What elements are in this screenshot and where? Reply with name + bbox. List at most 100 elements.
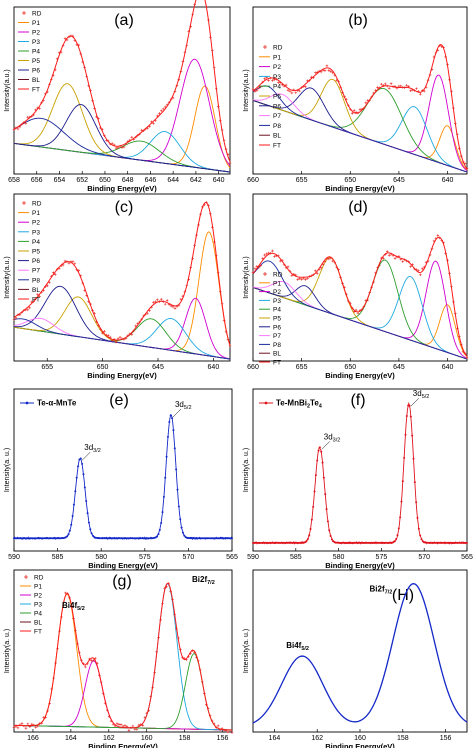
series-point	[165, 455, 168, 458]
raw-data-point	[32, 113, 35, 117]
raw-data-point	[294, 91, 298, 95]
raw-data-point	[101, 331, 104, 335]
raw-data-point	[216, 105, 220, 108]
raw-data-point	[335, 265, 338, 269]
raw-data-point	[319, 266, 323, 270]
peak-bl2	[13, 117, 231, 173]
raw-data-point	[317, 69, 321, 73]
raw-data-point	[187, 30, 191, 33]
series-point	[400, 500, 403, 503]
raw-data-point	[64, 591, 67, 595]
raw-data-point	[407, 260, 410, 264]
raw-data-point	[284, 83, 288, 87]
series-point	[172, 429, 175, 432]
raw-data-point	[350, 306, 354, 310]
raw-data-point	[118, 335, 122, 339]
peak-p3	[13, 583, 233, 731]
fit-total-line	[13, 201, 231, 346]
legend-label: P1	[34, 584, 42, 591]
peak-p6	[13, 104, 231, 173]
raw-data-point	[83, 289, 86, 292]
legend-marker	[25, 401, 29, 405]
raw-data-point	[205, 200, 208, 204]
raw-data-point	[275, 77, 278, 81]
raw-data-point	[333, 261, 337, 264]
raw-data-point	[415, 268, 418, 271]
raw-data-point	[321, 263, 325, 266]
raw-data-point	[51, 73, 55, 77]
raw-data-point	[95, 320, 98, 324]
raw-data-point	[282, 263, 286, 266]
raw-data-point	[382, 84, 385, 87]
legend-label: P7	[273, 113, 281, 120]
series-point	[314, 474, 317, 477]
raw-data-point	[457, 147, 461, 150]
raw-data-point	[20, 722, 24, 725]
x-tick-label: 640	[442, 177, 454, 184]
raw-data-point	[74, 629, 77, 632]
raw-data-point	[395, 255, 399, 259]
raw-data-point	[206, 707, 210, 710]
raw-data-point	[18, 125, 22, 129]
raw-data-point	[152, 121, 155, 125]
x-tick-label: 645	[152, 364, 164, 371]
raw-data-point	[189, 25, 193, 28]
raw-data-point	[201, 205, 204, 209]
raw-data-point	[372, 91, 375, 95]
raw-data-point	[434, 51, 438, 55]
raw-data-point	[380, 82, 383, 86]
raw-data-point	[278, 81, 282, 84]
raw-data-point	[36, 724, 40, 728]
raw-data-point	[446, 258, 449, 262]
raw-data-point	[278, 259, 282, 263]
raw-data-point	[214, 87, 218, 91]
peak-p8	[252, 85, 468, 173]
raw-data-point	[12, 318, 16, 321]
raw-data-point	[131, 724, 135, 728]
legend-label: P8	[273, 342, 281, 349]
series-point	[329, 534, 332, 537]
raw-data-point	[323, 260, 327, 264]
peak-p6	[252, 87, 468, 173]
raw-data-point	[142, 129, 145, 132]
raw-data-point	[89, 89, 92, 92]
raw-data-point	[226, 338, 230, 341]
raw-data-point	[356, 111, 360, 115]
raw-data-point	[158, 112, 161, 115]
raw-data-point	[261, 257, 265, 260]
raw-data-point	[77, 269, 81, 272]
legend-label: P6	[32, 68, 40, 75]
x-tick-label: 652	[76, 177, 88, 184]
raw-data-point	[280, 83, 284, 87]
raw-data-point	[50, 274, 53, 278]
raw-data-point	[179, 648, 182, 651]
raw-data-point	[389, 82, 393, 86]
raw-data-point	[177, 78, 181, 81]
series-point	[68, 529, 71, 532]
raw-data-point	[405, 259, 408, 263]
legend-marker	[264, 401, 268, 405]
raw-data-point	[290, 274, 294, 277]
raw-data-point	[179, 297, 183, 301]
raw-data-point	[16, 127, 20, 131]
legend-marker	[22, 201, 26, 205]
raw-data-point	[173, 612, 176, 616]
raw-data-point	[108, 335, 112, 339]
raw-data-point	[216, 271, 220, 274]
series-point	[321, 461, 324, 464]
raw-data-point	[438, 44, 442, 47]
raw-data-point	[204, 703, 208, 706]
raw-data-point	[356, 311, 360, 315]
raw-data-point	[40, 721, 44, 725]
raw-data-point	[173, 90, 177, 93]
peak-p2	[13, 297, 231, 360]
raw-data-point	[360, 308, 364, 311]
raw-data-point	[255, 88, 259, 92]
series-point	[154, 536, 157, 539]
legend-label: P1	[32, 210, 40, 217]
x-tick-label: 650	[99, 177, 111, 184]
raw-data-point	[454, 312, 457, 315]
y-axis-label: Intensity(a.u.)	[4, 69, 11, 111]
raw-data-point	[163, 105, 167, 109]
raw-data-point	[203, 203, 206, 207]
